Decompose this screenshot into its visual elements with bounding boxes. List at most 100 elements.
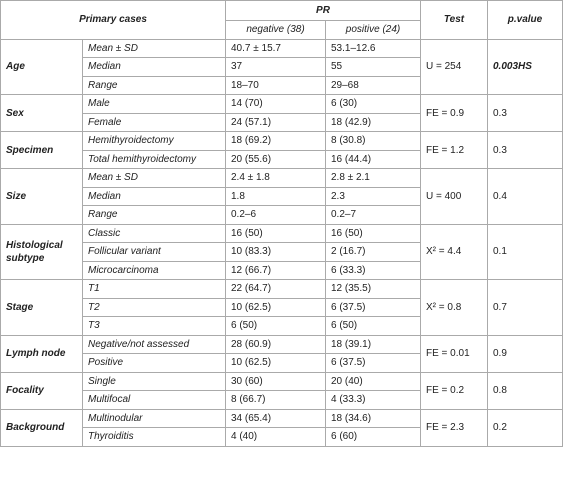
data-row: Median 1.8 2.3 bbox=[1, 186, 563, 206]
value-cell: 14 (70) bbox=[225, 94, 326, 114]
header-cell: positive (24) bbox=[325, 20, 421, 40]
header-row: negative (38) positive (24) bbox=[1, 20, 563, 40]
value-cell: 40.7 ± 15.7 bbox=[225, 38, 326, 58]
value-cell: 2 (16.7) bbox=[325, 242, 421, 262]
label-cell: Negative/not assessed bbox=[82, 334, 226, 354]
label-cell: Range bbox=[82, 75, 226, 95]
header-cell: PR bbox=[225, 0, 421, 21]
test-cell: FE = 1.2 bbox=[420, 131, 488, 169]
data-row: Total hemithyroidectomy 20 (55.6) 16 (44.4… bbox=[1, 149, 563, 169]
label-cell: Follicular variant bbox=[82, 242, 226, 262]
data-row: Background Multinodular 34 (65.4) 18 (34.6)… bbox=[0, 408, 563, 447]
data-row: Multifocal 8 (66.7) 4 (33.3) bbox=[1, 390, 563, 410]
p-cell: 0.9 bbox=[487, 334, 563, 373]
value-cell: 1.8 bbox=[225, 186, 326, 206]
data-row: Thyroiditis 4 (40) 6 (60) bbox=[1, 427, 563, 447]
label-cell: Positive bbox=[82, 353, 226, 373]
data-row: Histological subtype Classic 16 (50) 16 (50… bbox=[0, 223, 563, 280]
value-cell: 12 (66.7) bbox=[225, 260, 326, 280]
header-cell: Test bbox=[420, 0, 488, 40]
label-cell: T3 bbox=[82, 316, 226, 336]
header-cell: Primary cases bbox=[0, 0, 226, 40]
table-body: Primary cases PR Test p.value negative (… bbox=[0, 0, 563, 447]
data-row: Stage T1 22 (64.7) 12 (35.5) X² = 0.8 0.7 bbox=[0, 279, 563, 336]
value-cell: 6 (33.3) bbox=[325, 260, 421, 280]
label-cell: Thyroiditis bbox=[82, 427, 226, 447]
p-cell: 0.1 bbox=[487, 223, 563, 280]
label-cell: Male bbox=[82, 94, 226, 114]
value-cell: 2.8 ± 2.1 bbox=[325, 168, 421, 188]
value-cell: 30 (60) bbox=[225, 371, 326, 391]
value-cell: 6 (37.5) bbox=[325, 353, 421, 373]
value-cell: 10 (62.5) bbox=[225, 353, 326, 373]
data-row: Specimen Hemithyroidectomy 18 (69.2) 8 (30.… bbox=[0, 131, 563, 169]
group-cell: Histological subtype bbox=[0, 223, 83, 280]
label-cell: Multinodular bbox=[82, 408, 226, 428]
label-cell: Median bbox=[82, 186, 226, 206]
value-cell: 6 (30) bbox=[325, 94, 421, 114]
value-cell: 2.3 bbox=[325, 186, 421, 206]
data-row: Sex Male 14 (70) 6 (30) FE = 0.9 0.3 bbox=[0, 94, 563, 132]
label-cell: Microcarcinoma bbox=[82, 260, 226, 280]
group-cell: Lymph node bbox=[0, 334, 83, 373]
header-row: Primary cases PR Test p.value bbox=[0, 0, 563, 40]
value-cell: 16 (44.4) bbox=[325, 149, 421, 169]
value-cell: 8 (30.8) bbox=[325, 131, 421, 151]
label-cell: Female bbox=[82, 112, 226, 132]
test-cell: FE = 2.3 bbox=[420, 408, 488, 447]
data-row: Age Mean ± SD 40.7 ± 15.7 53.1–12.6 U = 254 0… bbox=[0, 38, 563, 95]
value-cell: 55 bbox=[325, 57, 421, 77]
group-cell: Background bbox=[0, 408, 83, 447]
data-row: Size Mean ± SD 2.4 ± 1.8 2.8 ± 2.1 U = 400 0.… bbox=[0, 168, 563, 225]
value-cell: 8 (66.7) bbox=[225, 390, 326, 410]
label-cell: Classic bbox=[82, 223, 226, 243]
value-cell: 6 (50) bbox=[325, 316, 421, 336]
group-cell: Focality bbox=[0, 371, 83, 410]
value-cell: 34 (65.4) bbox=[225, 408, 326, 428]
value-cell: 0.2–7 bbox=[325, 205, 421, 225]
value-cell: 0.2–6 bbox=[225, 205, 326, 225]
header-cell: p.value bbox=[487, 0, 563, 40]
value-cell: 18 (69.2) bbox=[225, 131, 326, 151]
label-cell: Range bbox=[82, 205, 226, 225]
label-cell: Median bbox=[82, 57, 226, 77]
value-cell: 10 (83.3) bbox=[225, 242, 326, 262]
p-cell: 0.003HS bbox=[487, 38, 563, 95]
value-cell: 12 (35.5) bbox=[325, 279, 421, 299]
group-cell: Stage bbox=[0, 279, 83, 336]
value-cell: 18 (39.1) bbox=[325, 334, 421, 354]
results-table: Primary cases PR Test p.value negative (… bbox=[0, 0, 563, 447]
value-cell: 18–70 bbox=[225, 75, 326, 95]
header-cell: negative (38) bbox=[225, 20, 326, 40]
value-cell: 4 (40) bbox=[225, 427, 326, 447]
value-cell: 6 (50) bbox=[225, 316, 326, 336]
p-cell: 0.3 bbox=[487, 131, 563, 169]
test-cell: FE = 0.01 bbox=[420, 334, 488, 373]
data-row: Median 37 55 bbox=[1, 57, 563, 77]
test-cell: FE = 0.9 bbox=[420, 94, 488, 132]
label-cell: Single bbox=[82, 371, 226, 391]
label-cell: T1 bbox=[82, 279, 226, 299]
value-cell: 28 (60.9) bbox=[225, 334, 326, 354]
value-cell: 6 (60) bbox=[325, 427, 421, 447]
group-cell: Sex bbox=[0, 94, 83, 132]
data-row: Positive 10 (62.5) 6 (37.5) bbox=[1, 353, 563, 373]
value-cell: 37 bbox=[225, 57, 326, 77]
p-cell: 0.2 bbox=[487, 408, 563, 447]
label-cell: Mean ± SD bbox=[82, 38, 226, 58]
label-cell: Mean ± SD bbox=[82, 168, 226, 188]
value-cell: 18 (42.9) bbox=[325, 112, 421, 132]
label-cell: T2 bbox=[82, 297, 226, 317]
value-cell: 16 (50) bbox=[325, 223, 421, 243]
group-cell: Specimen bbox=[0, 131, 83, 169]
data-row: Lymph node Negative/not assessed 28 (60.9)… bbox=[0, 334, 563, 373]
label-cell: Total hemithyroidectomy bbox=[82, 149, 226, 169]
value-cell: 24 (57.1) bbox=[225, 112, 326, 132]
p-cell: 0.7 bbox=[487, 279, 563, 336]
value-cell: 6 (37.5) bbox=[325, 297, 421, 317]
value-cell: 16 (50) bbox=[225, 223, 326, 243]
test-cell: U = 400 bbox=[420, 168, 488, 225]
group-cell: Size bbox=[0, 168, 83, 225]
value-cell: 2.4 ± 1.8 bbox=[225, 168, 326, 188]
